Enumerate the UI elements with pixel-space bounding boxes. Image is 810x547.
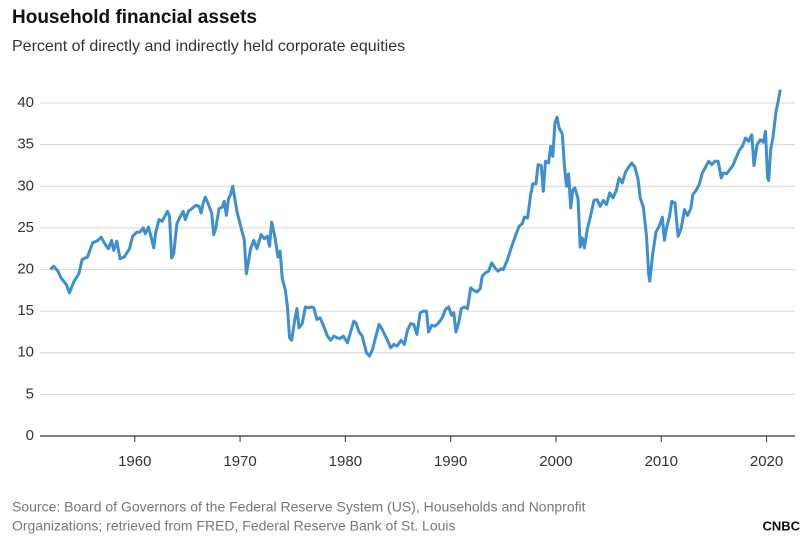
y-tick-label: 15 — [17, 302, 34, 319]
y-tick-label: 5 — [26, 385, 34, 402]
source-note: Organizations; retrieved from FRED, Fede… — [12, 518, 456, 534]
y-tick-label: 30 — [17, 177, 34, 194]
chart-subtitle: Percent of directly and indirectly held … — [12, 38, 405, 55]
x-tick-label: 1980 — [329, 453, 362, 470]
y-tick-label: 20 — [17, 260, 34, 277]
x-tick-label: 2010 — [645, 453, 678, 470]
x-tick-label: 1990 — [434, 453, 467, 470]
y-tick-label: 35 — [17, 136, 34, 153]
y-tick-label: 10 — [17, 344, 34, 361]
y-tick-label: 25 — [17, 219, 34, 236]
logo: CNBC — [762, 518, 800, 533]
y-tick-label: 0 — [26, 427, 34, 444]
x-tick-label: 1960 — [118, 453, 151, 470]
data-line — [49, 89, 782, 358]
source-note: Source: Board of Governors of the Federa… — [12, 499, 586, 515]
y-tick-label: 40 — [17, 94, 34, 111]
x-tick-label: 1970 — [223, 453, 256, 470]
x-tick-label: 2000 — [539, 453, 572, 470]
x-tick-label: 2020 — [750, 453, 783, 470]
chart-title: Household financial assets — [12, 7, 257, 28]
